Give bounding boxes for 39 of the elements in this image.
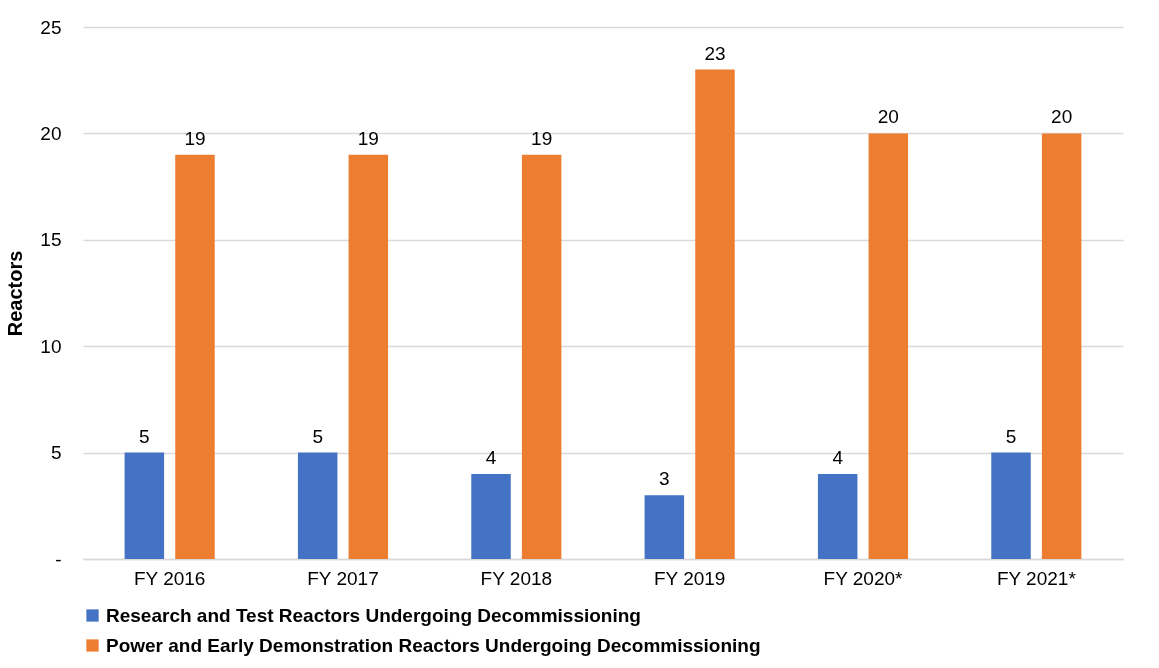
data-label: 23 [704, 42, 726, 64]
data-label: 20 [877, 106, 899, 128]
y-tick-label: 25 [40, 16, 62, 38]
bar [175, 154, 215, 559]
legend-label: Power and Early Demonstration Reactors Undergoing Decommissioning [106, 634, 761, 656]
bar [124, 452, 165, 559]
x-tick-label: FY 2021* [996, 567, 1077, 589]
bar [991, 452, 1031, 559]
data-label: 5 [139, 425, 150, 447]
x-tick-label: FY 2019 [653, 567, 726, 589]
data-label: 3 [659, 468, 670, 490]
y-tick-label: 20 [40, 122, 62, 144]
bar [1041, 133, 1082, 559]
data-label: 19 [184, 127, 206, 149]
bar [471, 473, 511, 559]
data-label: 19 [531, 127, 553, 149]
x-tick-label: FY 2018 [480, 567, 553, 589]
bar [868, 133, 909, 559]
bar [521, 154, 562, 559]
x-tick-label: FY 2020* [823, 567, 904, 589]
data-label: 4 [485, 446, 497, 468]
bar [644, 495, 685, 559]
data-label: 5 [1005, 425, 1017, 447]
x-tick-label: FY 2017 [307, 567, 379, 589]
bar [817, 473, 858, 559]
y-axis-title: Reactors [4, 250, 27, 337]
y-tick-label: 10 [40, 335, 62, 357]
x-tick-label: FY 2016 [133, 567, 206, 589]
y-tick-label: 15 [40, 229, 62, 251]
y-tick-label: 5 [50, 442, 62, 464]
bar [297, 452, 338, 559]
data-label: 5 [312, 425, 323, 447]
data-label: 20 [1051, 106, 1073, 128]
legend-label: Research and Test Reactors Undergoing Decommissioning [106, 604, 641, 626]
data-label: 19 [357, 127, 379, 149]
bar [348, 154, 389, 559]
y-tick-label: - [55, 548, 62, 570]
data-label: 4 [832, 446, 844, 468]
bar [695, 69, 735, 559]
